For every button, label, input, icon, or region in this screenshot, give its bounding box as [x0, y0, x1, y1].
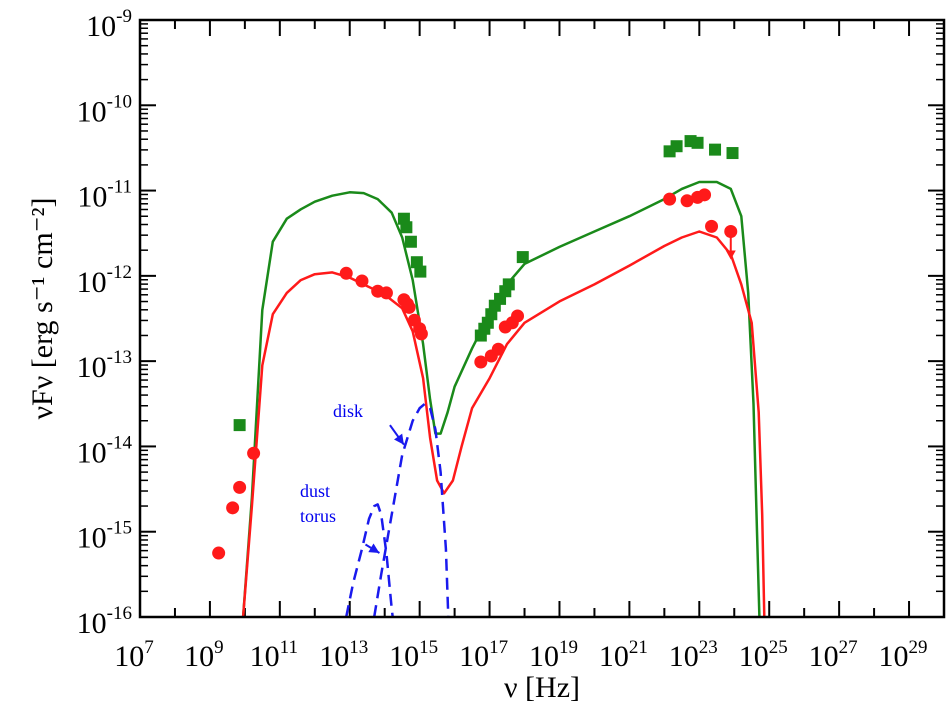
y-tick-label: 10-13: [77, 347, 132, 384]
annotations: disk dust torus: [300, 401, 405, 554]
y-tick-label: 10-15: [77, 518, 132, 555]
data-point-red: [705, 219, 719, 233]
data-point-green: [502, 278, 515, 291]
y-tick-label: 10-12: [77, 262, 132, 299]
x-tick-label: 107: [114, 637, 154, 673]
annotation-arrowhead: [368, 543, 380, 554]
model-curves: [241, 180, 766, 618]
data-point-red: [379, 286, 393, 300]
data-point-red: [233, 480, 247, 494]
data-point-green: [233, 419, 246, 432]
data-point-red: [212, 546, 226, 560]
upper-limit-arrowhead: [725, 250, 736, 260]
data-point-green: [404, 235, 417, 248]
model-curve-disk: [372, 402, 450, 618]
data-point-green: [726, 147, 739, 160]
x-axis-title: ν [Hz]: [504, 671, 580, 702]
y-axis-title: νFν [erg s⁻¹ cm⁻²]: [26, 197, 59, 419]
data-point-red: [402, 300, 416, 314]
data-point-green: [516, 251, 529, 264]
data-points: [212, 135, 739, 560]
data-point-green: [410, 256, 423, 269]
data-point-red: [226, 501, 240, 515]
y-tick-label: 10-16: [77, 603, 132, 640]
data-point-red: [680, 194, 694, 208]
annotation-label: disk: [333, 401, 363, 421]
annotation-label: dust: [300, 481, 330, 501]
x-tick-label: 1021: [599, 637, 648, 673]
x-tick-label: 1027: [809, 637, 858, 673]
x-tick-label: 1011: [250, 637, 298, 673]
annotation-label: torus: [300, 506, 336, 526]
annotation-arrowhead: [394, 433, 404, 445]
data-point-red: [491, 342, 505, 356]
x-tick-label: 109: [184, 637, 224, 673]
data-point-red: [247, 446, 261, 460]
y-tick-label: 10-9: [86, 6, 132, 43]
data-point-red: [511, 309, 525, 323]
x-tick-label: 1015: [389, 637, 438, 673]
model-curve-red-model: [241, 230, 766, 618]
model-curve-dust-torus: [344, 503, 394, 618]
data-point-green: [414, 265, 427, 278]
x-tick-label: 1013: [319, 637, 368, 673]
axis-ticks: [139, 19, 945, 618]
x-tick-label: 1023: [669, 637, 718, 673]
data-point-red: [355, 274, 369, 288]
y-tick-label: 10-11: [77, 177, 132, 214]
data-point-green: [691, 136, 704, 149]
plot-frame: [138, 18, 946, 619]
x-tick-label: 1017: [459, 637, 508, 673]
data-point-red: [474, 355, 488, 369]
model-curve-green-model: [241, 180, 761, 618]
y-tick-label: 10-14: [77, 432, 133, 469]
data-point-green: [400, 221, 413, 234]
data-point-green: [709, 143, 722, 156]
x-tick-label: 1025: [739, 637, 788, 673]
data-point-red: [698, 188, 712, 202]
y-tick-label: 10-10: [77, 91, 132, 128]
x-tick-labels: 107 109 1011 1013 1015 1017 1019 1021 1023 1025 10…: [114, 637, 927, 673]
data-point-green: [670, 140, 683, 153]
x-tick-label: 1029: [879, 637, 928, 673]
y-tick-labels: 10-16 10-15 10-14 10-13 10-12 10-11 10-10 10-9: [77, 6, 133, 640]
x-tick-label: 1019: [529, 637, 578, 673]
data-point-red: [663, 192, 677, 206]
data-point-red: [339, 266, 353, 280]
data-point-red: [414, 327, 428, 341]
